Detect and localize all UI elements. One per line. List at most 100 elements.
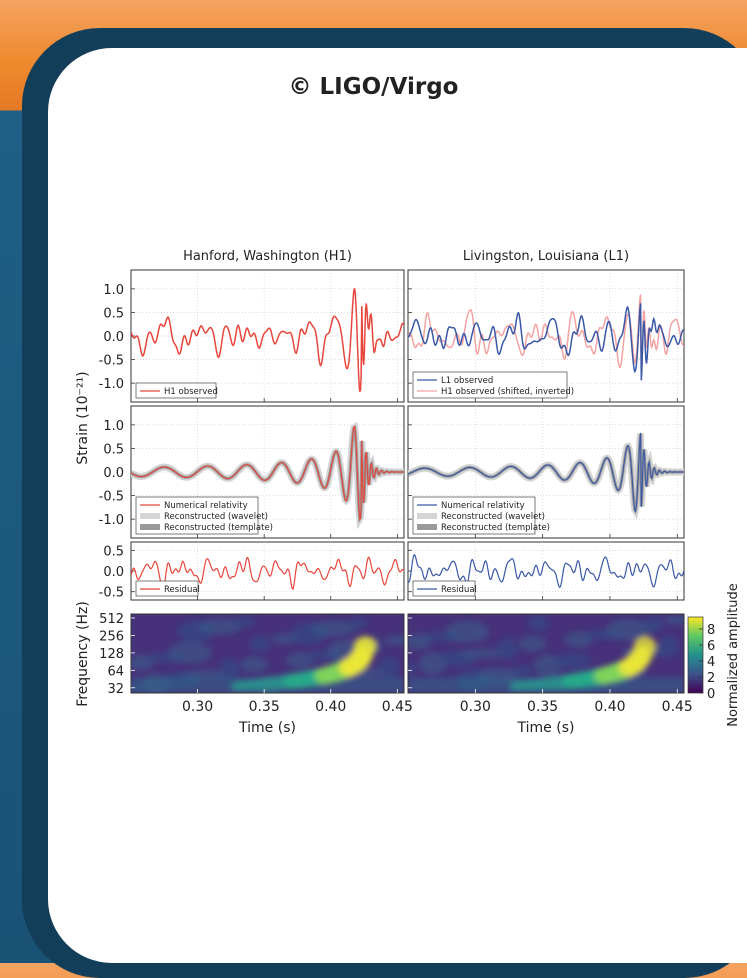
legend-box: [135, 580, 199, 597]
y-tick-label: 0.0: [103, 330, 124, 345]
legend-box: [412, 371, 568, 399]
series-line-numerical-relativity: [408, 432, 684, 513]
spectrogram-blob: [658, 635, 679, 658]
series-line-observed: [131, 288, 404, 392]
axes-frame: [130, 613, 405, 694]
legend-label: Residual: [441, 585, 477, 595]
legend-swatch: [417, 524, 437, 530]
colorbar-tick-label: 2: [707, 671, 715, 686]
y-tick-label: 512: [99, 612, 124, 627]
colorbar-tick-label: 8: [707, 623, 715, 638]
x-axis-label: Time (s): [238, 720, 296, 736]
spectrogram-blob: [384, 635, 404, 646]
spectrogram-blob: [167, 641, 212, 664]
spectrogram-blob: [311, 620, 356, 637]
y-tick-label: 0.0: [103, 466, 124, 481]
spectrogram-blob: [240, 656, 269, 673]
spectrogram-blob: [518, 635, 547, 652]
legend-label: Reconstructed (template): [164, 523, 273, 533]
spectrogram-blob: [445, 620, 490, 643]
series-line-observed: [408, 303, 684, 381]
axes-frame: [407, 613, 685, 694]
spectrogram-blob: [564, 631, 593, 648]
y-tick-label: -1.0: [99, 377, 124, 392]
y-tick-label: -0.5: [99, 586, 124, 601]
spectrogram-blob: [512, 665, 533, 676]
spectrogram-image: [131, 614, 404, 693]
x-tick-label: 0.30: [182, 699, 213, 715]
residual-series: [131, 556, 404, 591]
spectrogram-blob: [528, 614, 549, 631]
legend-label: Reconstructed (template): [441, 523, 550, 533]
frequency-axis-label: Frequency (Hz): [75, 601, 91, 707]
x-tick-label: 0.35: [527, 699, 558, 715]
spectrogram-blobs: [131, 616, 404, 693]
legend-swatch: [140, 513, 160, 519]
legend-label: H1 observed (shifted, inverted): [441, 387, 574, 397]
spectrogram-blob: [408, 663, 418, 674]
legend-swatch: [417, 513, 437, 519]
y-tick-label: 32: [107, 682, 124, 697]
observed-series: [408, 294, 684, 381]
spectrogram-image: [408, 614, 684, 693]
y-tick-label: 0.5: [103, 306, 124, 321]
legend-label: Reconstructed (wavelet): [441, 512, 545, 522]
spectrogram-blob: [606, 618, 651, 641]
legend-box: [135, 382, 217, 399]
colorbar-label: Normalized amplitude: [726, 583, 741, 727]
residual-series: [408, 553, 684, 589]
legend-label: Residual: [164, 585, 200, 595]
column-title: Hanford, Washington (H1): [183, 249, 352, 264]
series-line-residual: [131, 556, 404, 591]
y-tick-label: 0.0: [103, 565, 124, 580]
y-tick-label: -1.0: [99, 513, 124, 528]
spectrogram-blob: [249, 635, 270, 652]
spectrogram-blob: [664, 614, 684, 625]
spectrogram-blob: [198, 618, 243, 635]
x-tick-label: 0.40: [594, 699, 625, 715]
strain-axis-label: Strain (10⁻²¹): [75, 371, 91, 464]
colorbar: [687, 616, 704, 694]
spectrogram-blob: [643, 616, 664, 633]
y-tick-label: 256: [99, 629, 124, 644]
colorbar-tick-label: 4: [707, 655, 715, 670]
series-line-numerical-relativity: [131, 425, 404, 522]
spectrogram-blob: [554, 652, 591, 669]
observed-series: [131, 288, 404, 392]
reconstruction-series: [408, 432, 684, 520]
y-tick-label: 128: [99, 647, 124, 662]
y-tick-label: 1.0: [103, 283, 124, 298]
y-tick-label: 64: [107, 664, 124, 679]
reconstruction-series: [131, 421, 404, 530]
column-title: Livingston, Louisiana (L1): [463, 249, 629, 264]
y-tick-label: -0.5: [99, 354, 124, 369]
legend-swatch: [140, 524, 160, 530]
y-tick-label: -0.5: [99, 490, 124, 505]
spectrogram-blob: [460, 648, 505, 659]
legend-label: Reconstructed (wavelet): [164, 512, 268, 522]
y-tick-label: 0.5: [103, 442, 124, 457]
y-tick-label: 0.5: [103, 544, 124, 559]
x-tick-label: 0.45: [382, 699, 413, 715]
colorbar-tick-label: 0: [707, 687, 715, 702]
spectrogram-blobs: [408, 614, 684, 693]
x-axis-label: Time (s): [517, 720, 575, 736]
legend-label: Numerical relativity: [441, 501, 525, 511]
x-tick-label: 0.40: [315, 699, 346, 715]
spectrogram-blob: [378, 656, 399, 679]
legend-box: [412, 580, 476, 597]
x-tick-label: 0.35: [249, 699, 280, 715]
colorbar-tick-label: 6: [707, 639, 715, 654]
spectrogram-blob: [270, 633, 299, 644]
x-tick-label: 0.30: [460, 699, 491, 715]
legend-label: Numerical relativity: [164, 501, 248, 511]
spectrogram-blob: [234, 616, 255, 627]
spectrogram-track: [354, 636, 377, 657]
series-line-residual: [408, 553, 684, 589]
x-tick-label: 0.45: [662, 699, 693, 715]
spectrogram-blob: [219, 658, 240, 681]
spectrogram-blob: [182, 669, 227, 680]
spectrogram-blob: [497, 637, 518, 660]
copyright-credit: © LIGO/Virgo: [288, 74, 459, 100]
